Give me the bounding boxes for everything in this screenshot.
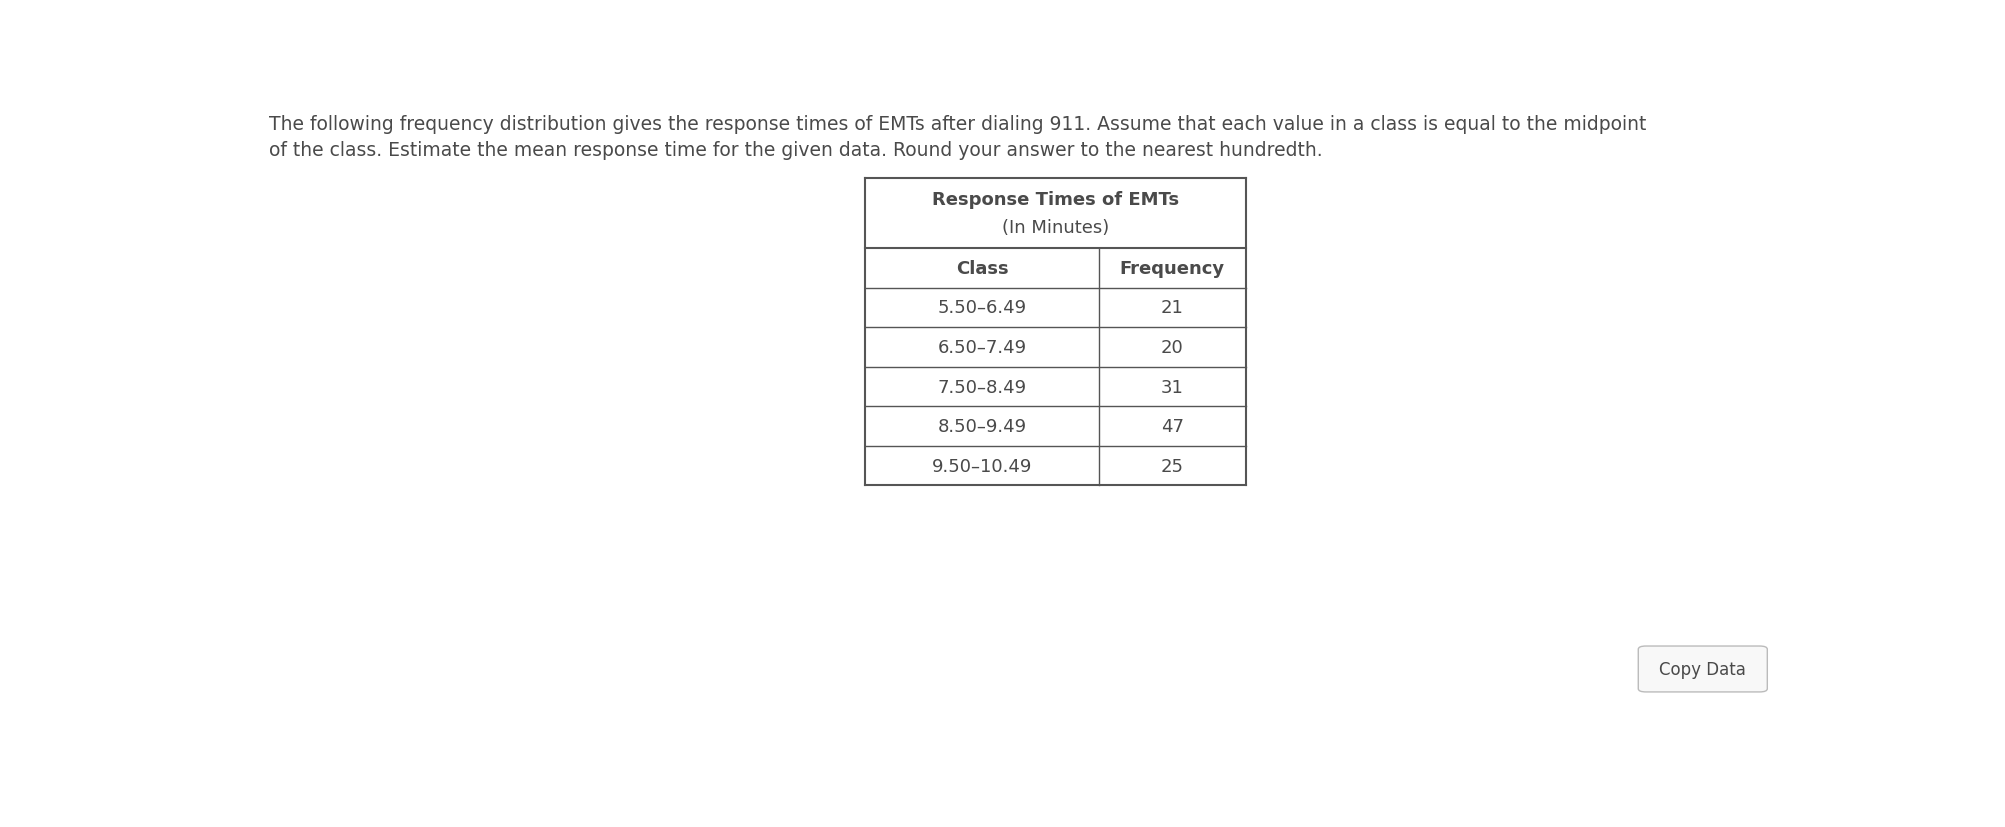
Text: Response Times of EMTs: Response Times of EMTs [930,191,1179,209]
Text: 7.50–8.49: 7.50–8.49 [936,378,1027,396]
FancyBboxPatch shape [1638,646,1766,692]
Text: 9.50–10.49: 9.50–10.49 [930,457,1033,475]
Text: 6.50–7.49: 6.50–7.49 [936,338,1027,356]
Text: 31: 31 [1161,378,1183,396]
Text: Frequency: Frequency [1119,260,1225,278]
Text: 8.50–9.49: 8.50–9.49 [936,418,1027,436]
Text: Copy Data: Copy Data [1658,660,1746,678]
Text: Class: Class [954,260,1009,278]
Text: (In Minutes): (In Minutes) [1000,219,1109,237]
Text: The following frequency distribution gives the response times of EMTs after dial: The following frequency distribution giv… [269,115,1646,134]
Text: 21: 21 [1161,299,1183,317]
Text: 47: 47 [1161,418,1183,436]
Text: 5.50–6.49: 5.50–6.49 [936,299,1027,317]
Text: 25: 25 [1161,457,1183,475]
Text: of the class. Estimate the mean response time for the given data. Round your ans: of the class. Estimate the mean response… [269,141,1323,160]
Text: 20: 20 [1161,338,1183,356]
